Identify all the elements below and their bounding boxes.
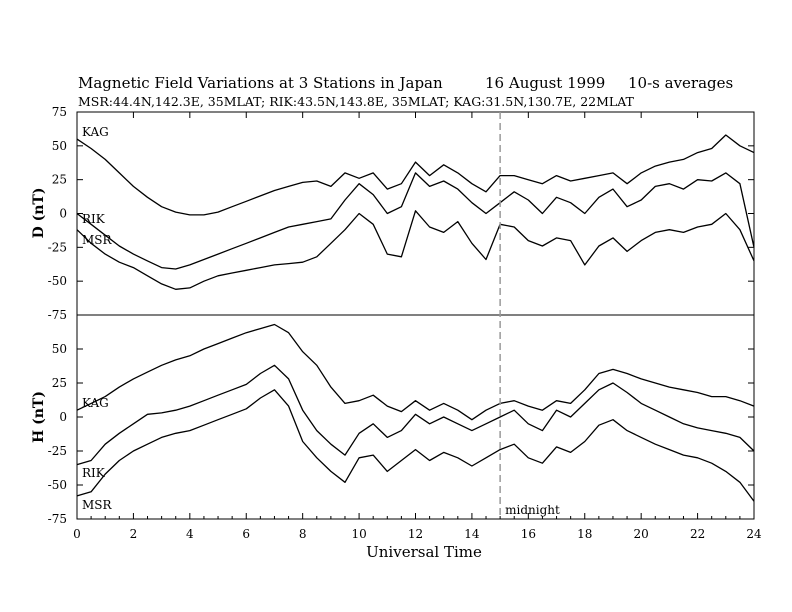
chart-averaging: 10-s averages [628, 74, 733, 92]
d-y-tick-label: -25 [48, 240, 67, 254]
h-label-kag: KAG [82, 396, 109, 410]
h-label-rik: RIK [82, 466, 106, 480]
d-y-tick-label: -75 [48, 308, 67, 322]
chart-header: Magnetic Field Variations at 3 Stations … [78, 74, 733, 109]
h-series-group [76, 323, 755, 502]
x-tick-label: 10 [351, 527, 366, 541]
x-tick-label: 2 [130, 527, 138, 541]
x-axis-label: Universal Time [366, 543, 482, 561]
chart-date: 16 August 1999 [485, 74, 605, 92]
chart-subtitle: MSR:44.4N,142.3E, 35MLAT; RIK:43.5N,143.… [78, 94, 635, 109]
d-series-msr [76, 210, 755, 290]
x-tick-label: 12 [408, 527, 423, 541]
x-axis: 0 2 4 6 8 10 12 14 16 18 20 22 24 [73, 112, 762, 541]
d-series-rik [76, 172, 755, 270]
h-series-rik [76, 364, 755, 466]
d-series-group [76, 134, 755, 290]
d-y-axis: 75 50 25 0 -25 -50 -75 [48, 105, 754, 322]
h-y-tick-label: 0 [59, 410, 67, 424]
d-y-tick-label: 0 [59, 207, 67, 221]
x-tick-label: 18 [577, 527, 592, 541]
x-tick-label: 22 [690, 527, 705, 541]
x-tick-label: 0 [73, 527, 81, 541]
d-label-msr: MSR [82, 233, 113, 247]
h-label-msr: MSR [82, 498, 113, 512]
x-tick-label: 14 [464, 527, 480, 541]
x-tick-label: 20 [634, 527, 649, 541]
x-tick-label: 16 [521, 527, 536, 541]
h-y-axis-label: H (nT) [31, 391, 47, 443]
d-series-kag [76, 134, 755, 216]
h-panel-frame [76, 314, 755, 520]
d-y-tick-label: 25 [52, 173, 67, 187]
d-y-tick-label: 75 [52, 105, 67, 119]
h-y-axis: 50 25 0 -25 -50 -75 [48, 342, 754, 526]
h-y-tick-label: -50 [48, 478, 67, 492]
d-label-kag: KAG [82, 125, 109, 139]
d-panel-frame [76, 111, 755, 316]
h-series-msr [76, 389, 755, 502]
x-tick-label: 4 [186, 527, 194, 541]
h-y-tick-label: -75 [48, 512, 67, 526]
h-y-tick-label: 50 [52, 342, 67, 356]
d-panel: 75 50 25 0 -25 -50 -75 D (nT) KAG RIK MSR [31, 105, 755, 322]
h-panel: 50 25 0 -25 -50 -75 H (nT) KAG RIK MSR [31, 314, 755, 526]
d-y-tick-label: -50 [48, 274, 67, 288]
midnight-label: midnight [505, 503, 560, 517]
d-label-rik: RIK [82, 212, 106, 226]
h-y-tick-label: 25 [52, 376, 67, 390]
x-tick-label: 24 [746, 527, 762, 541]
h-series-kag [76, 323, 755, 421]
h-y-tick-label: -25 [48, 444, 67, 458]
x-tick-label: 6 [242, 527, 250, 541]
chart-title: Magnetic Field Variations at 3 Stations … [78, 74, 443, 92]
d-y-axis-label: D (nT) [31, 188, 47, 239]
d-y-tick-label: 50 [52, 139, 67, 153]
x-tick-label: 8 [299, 527, 307, 541]
